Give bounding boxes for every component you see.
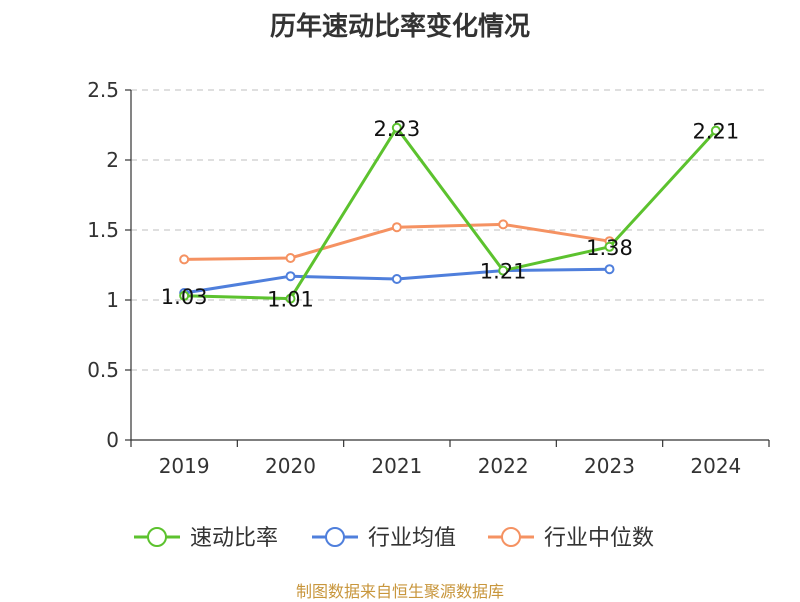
legend-marker <box>325 527 345 547</box>
legend[interactable]: 速动比率 行业均值 行业中位数 <box>134 526 654 551</box>
x-tick-label: 2019 <box>159 454 210 478</box>
data-point <box>710 125 721 136</box>
data-point <box>391 222 402 233</box>
y-tick-label: 1.5 <box>87 218 119 242</box>
x-tick-label: 2023 <box>584 454 635 478</box>
data-label: 2.23 <box>373 117 420 141</box>
legend-marker <box>147 527 167 547</box>
source-note: 制图数据来自恒生聚源数据库 <box>295 582 504 601</box>
series-line <box>184 126 717 301</box>
legend-marker <box>501 527 521 547</box>
data-label: 1.03 <box>161 285 208 309</box>
y-tick-label: 2.5 <box>87 78 119 102</box>
data-point <box>179 254 190 265</box>
data-point <box>604 264 615 275</box>
data-point <box>285 253 296 263</box>
legend-label: 行业均值 <box>368 526 456 551</box>
x-tick-label: 2022 <box>478 454 529 478</box>
data-labels: 1.03 1.01 2.23 1.21 1.38 2.21 <box>161 117 739 312</box>
data-point <box>498 265 509 276</box>
y-tick-label: 1 <box>106 288 119 312</box>
data-point <box>391 274 402 284</box>
x-tick-label: 2020 <box>265 454 316 478</box>
data-point <box>604 241 615 252</box>
data-point <box>391 122 402 133</box>
data-point <box>498 219 509 230</box>
data-label: 1.38 <box>586 236 633 260</box>
y-tick-label: 2 <box>106 148 119 172</box>
series-lines <box>179 122 721 304</box>
x-tick-label: 2024 <box>690 454 741 478</box>
data-point <box>179 290 190 301</box>
data-point <box>285 271 296 282</box>
data-point <box>285 293 296 304</box>
legend-label: 行业中位数 <box>544 526 654 551</box>
y-tick-label: 0.5 <box>87 358 119 382</box>
data-label: 1.01 <box>267 288 314 312</box>
grid-lines <box>131 89 769 371</box>
x-tick-label: 2021 <box>371 454 422 478</box>
data-label: 1.21 <box>480 260 527 284</box>
data-label: 2.21 <box>692 120 739 144</box>
chart-title: 历年速动比率变化情况 <box>269 12 530 42</box>
y-tick-label: 0 <box>106 428 119 452</box>
axes: 0 0.5 1 1.5 2 2.5 2019 2020 2021 2022 2023 2024 <box>87 78 770 478</box>
legend-label: 速动比率 <box>190 526 278 551</box>
